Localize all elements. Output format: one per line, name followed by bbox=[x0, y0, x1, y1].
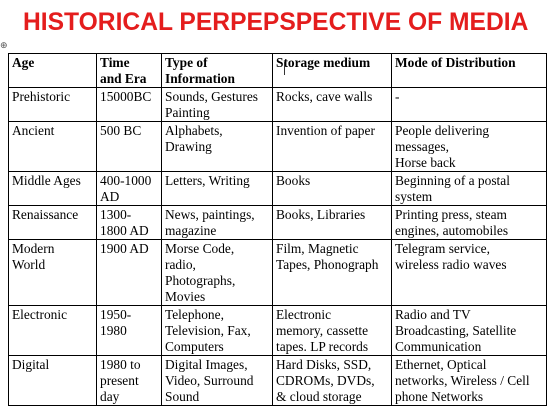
cell-distribution: Printing press, steam engines, automobile… bbox=[391, 205, 547, 240]
table-row: Modern World 1900 AD Morse Code, radio, Pho… bbox=[8, 239, 547, 306]
cell-distribution: - bbox=[391, 87, 547, 122]
cell-time: 1900 AD bbox=[96, 239, 162, 306]
cell-storage: Books bbox=[272, 171, 392, 206]
cell-type: Sounds, Gestures Painting bbox=[161, 87, 273, 122]
header-type-of-information: Type of Information bbox=[161, 53, 273, 88]
cell-age: Middle Ages bbox=[8, 171, 97, 206]
cell-type: Telephone, Television, Fax, Computers bbox=[161, 305, 273, 356]
header-mode-of-distribution: Mode of Distribution bbox=[391, 53, 547, 88]
table-row: Middle Ages 400-1000 AD Letters, Writing … bbox=[8, 171, 547, 206]
media-history-table: Age Time and Era Type of Information Stora… bbox=[8, 53, 547, 406]
cell-type: Digital Images, Video, Surround Sound bbox=[161, 355, 273, 406]
cell-storage: Books, Libraries bbox=[272, 205, 392, 240]
cell-distribution: Telegram service, wireless radio waves bbox=[391, 239, 547, 306]
cell-age: Prehistoric bbox=[8, 87, 97, 122]
cell-storage: Electronic memory, cassette tapes. LP reco… bbox=[272, 305, 392, 356]
cell-time: 500 BC bbox=[96, 121, 162, 172]
cell-age: Digital bbox=[8, 355, 97, 406]
cell-distribution: Ethernet, Optical networks, Wireless / Ce… bbox=[391, 355, 547, 406]
header-age: Age bbox=[8, 53, 97, 88]
cell-distribution: Beginning of a postal system bbox=[391, 171, 547, 206]
text-cursor bbox=[284, 62, 285, 75]
cell-storage: Invention of paper bbox=[272, 121, 392, 172]
cell-time: 15000BC bbox=[96, 87, 162, 122]
cell-storage: Film, Magnetic Tapes, Phonograph bbox=[272, 239, 392, 306]
table-row: Prehistoric 15000BC Sounds, Gestures Pain… bbox=[8, 87, 547, 122]
table-row: Electronic 1950- 1980 Telephone, Televisio… bbox=[8, 305, 547, 356]
header-storage-medium: Storage medium bbox=[272, 53, 392, 88]
cell-age: Electronic bbox=[8, 305, 97, 356]
cell-time: 1300- 1800 AD bbox=[96, 205, 162, 240]
cell-storage: Hard Disks, SSD, CDROMs, DVDs, & cloud sto… bbox=[272, 355, 392, 406]
cell-type: Alphabets, Drawing bbox=[161, 121, 273, 172]
table-header-row: Age Time and Era Type of Information Stora… bbox=[8, 53, 547, 88]
cell-time: 1950- 1980 bbox=[96, 305, 162, 356]
cell-distribution: People delivering messages, Horse back bbox=[391, 121, 547, 172]
table-row: Digital 1980 to present day Digital Images… bbox=[8, 355, 547, 406]
cell-type: Letters, Writing bbox=[161, 171, 273, 206]
cell-time: 1980 to present day bbox=[96, 355, 162, 406]
move-handle-icon[interactable]: ⊕ bbox=[0, 41, 8, 51]
slide-title: HISTORICAL PERPEPSPECTIVE OF MEDIA bbox=[23, 8, 529, 36]
cell-age: Modern World bbox=[8, 239, 97, 306]
cell-type: News, paintings, magazine bbox=[161, 205, 273, 240]
cell-distribution: Radio and TV Broadcasting, Satellite Commu… bbox=[391, 305, 547, 356]
cell-type: Morse Code, radio, Photographs, Movies bbox=[161, 239, 273, 306]
table-row: Ancient 500 BC Alphabets, Drawing Inventi… bbox=[8, 121, 547, 172]
cell-age: Renaissance bbox=[8, 205, 97, 240]
cell-storage: Rocks, cave walls bbox=[272, 87, 392, 122]
header-time-and-era: Time and Era bbox=[96, 53, 162, 88]
cell-age: Ancient bbox=[8, 121, 97, 172]
cell-time: 400-1000 AD bbox=[96, 171, 162, 206]
table-row: Renaissance 1300- 1800 AD News, paintings… bbox=[8, 205, 547, 240]
